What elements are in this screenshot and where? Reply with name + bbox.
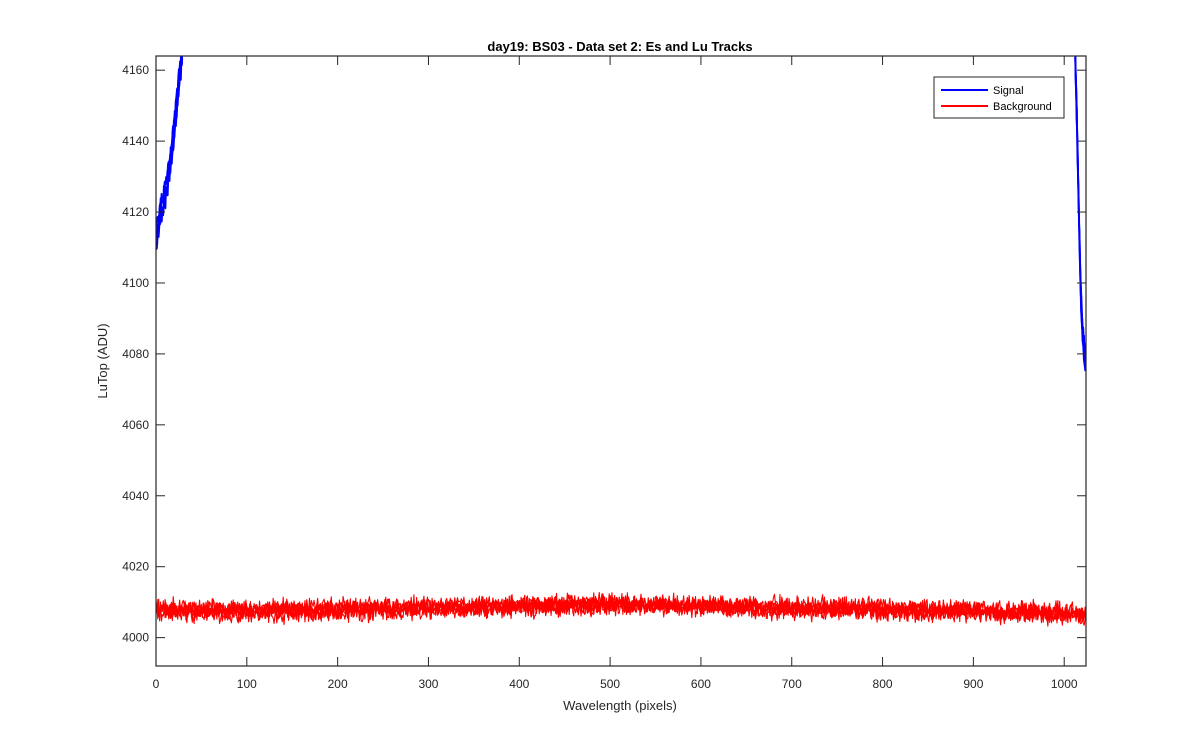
ticks-layer: 0 100 200 300 400 500 600 700 800 900 1000 4000 4020…	[122, 56, 1086, 691]
x-tick-label: 900	[963, 677, 983, 691]
plot-area	[156, 56, 1086, 666]
legend: Signal Background	[933, 76, 1065, 119]
legend-background-label: Background	[993, 101, 1052, 113]
signal-line	[1074, 56, 1086, 350]
background-line	[156, 593, 1086, 626]
x-tick-label: 500	[600, 677, 620, 691]
y-tick-label: 4060	[122, 418, 149, 432]
x-tick-label: 200	[328, 677, 348, 691]
x-tick-label: 300	[418, 677, 438, 691]
x-tick-label: 700	[782, 677, 802, 691]
x-tick-label: 0	[153, 677, 160, 691]
x-axis-label: Wavelength (pixels)	[563, 698, 677, 713]
y-tick-label: 4000	[122, 631, 149, 645]
y-tick-label: 4120	[122, 205, 149, 219]
y-tick-label: 4100	[122, 276, 149, 290]
x-tick-label: 100	[237, 677, 257, 691]
legend-signal-label: Signal	[993, 85, 1024, 97]
y-tick-label: 4160	[122, 63, 149, 77]
series-layer	[156, 56, 1086, 627]
y-tick-label: 4140	[122, 134, 149, 148]
y-tick-label: 4020	[122, 560, 149, 574]
x-tick-label: 1000	[1051, 677, 1078, 691]
plot-frame	[155, 55, 1087, 667]
y-tick-label: 4080	[122, 347, 149, 361]
y-tick-label: 4040	[122, 489, 149, 503]
signal-line	[156, 56, 182, 229]
chart-title: day19: BS03 - Data set 2: Es and Lu Trac…	[487, 39, 752, 54]
x-tick-label: 800	[873, 677, 893, 691]
x-tick-label: 600	[691, 677, 711, 691]
y-axis-label: LuTop (ADU)	[95, 323, 110, 398]
legend-box	[933, 76, 1065, 119]
x-tick-label: 400	[509, 677, 529, 691]
